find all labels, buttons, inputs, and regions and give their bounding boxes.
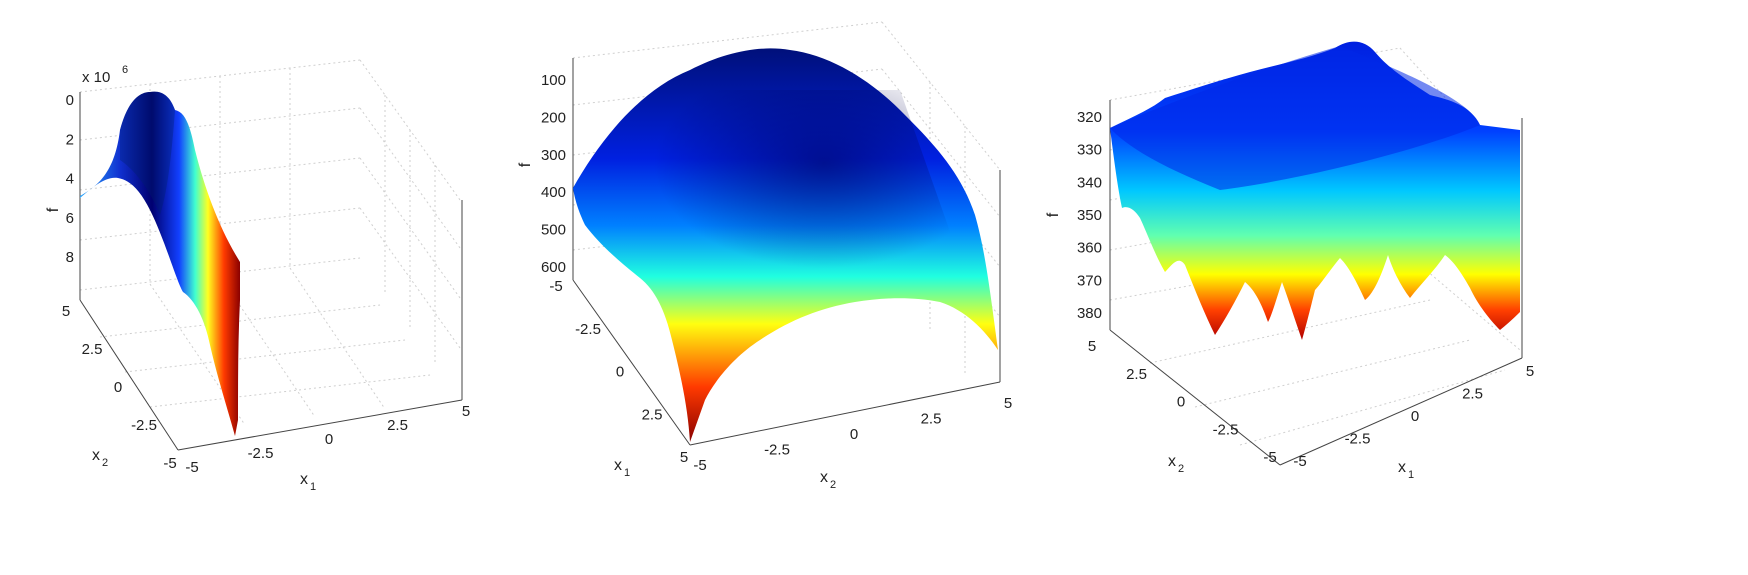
panel-1-z-tick-2: 4 [66,171,74,188]
panel-2-z-tick-3: 400 [541,184,566,201]
panel-2-x2-tick-2: 0 [850,426,858,443]
panel-3-z-tick-3: 350 [1077,207,1102,224]
panel-1-z-tick-0: 0 [66,92,74,109]
panel-2-z-label: f [517,162,534,167]
panel-3-x2-tick-1: 2.5 [1126,366,1147,383]
panel-3-z-label: f [1045,212,1062,217]
panel-3-z-tick-0: 320 [1077,109,1102,126]
panel-1-x2-label: x [92,447,100,464]
panel-3-x1-tick-1: -2.5 [1345,431,1371,448]
panel-1-surface [80,91,240,436]
panel-1-z-tick-4: 8 [66,249,74,266]
panel-1-x2-tick-4: -5 [163,455,176,472]
panel-1-z-exponent: 6 [122,64,128,76]
panel-3-z-tick-2: 340 [1077,174,1102,191]
panel-3-x1-tick-4: 5 [1526,363,1534,380]
panel-1-z-tick-3: 6 [66,210,74,227]
panel-2-x1-tick-3: 2.5 [642,406,663,423]
panel-2-x1-tick-0: -5 [549,278,562,295]
panel-2-x1-tick-2: 0 [616,364,624,381]
panel-2-z-tick-2: 300 [541,147,566,164]
panel-2-x2-tick-0: -5 [693,457,706,474]
panel-2-x1-tick-1: -2.5 [575,321,601,338]
panel-2-x2-label-sub: 2 [830,479,836,491]
panel-2-z-tick-5: 600 [541,259,566,276]
panel-2-x2-tick-4: 5 [1004,395,1012,412]
panel-1-x1-label-sub: 1 [310,481,316,493]
panel-3-surface-top [1110,46,1480,190]
panel-2-z-tick-0: 100 [541,72,566,89]
panel-1 [79,59,463,451]
panel-3-x1-tick-0: -5 [1293,453,1306,470]
panel-1-x2-tick-3: -2.5 [131,417,157,434]
panel-2-x2-tick-1: -2.5 [764,442,790,459]
panel-2-x1-tick-4: 5 [680,449,688,466]
panel-3-x2-tick-4: -5 [1263,449,1276,466]
panel-2-z-tick-4: 500 [541,222,566,239]
panel-2-x1-label-sub: 1 [624,467,630,479]
panel-2-x2-tick-3: 2.5 [921,411,942,428]
panel-3-x1-tick-3: 2.5 [1462,386,1483,403]
panel-2-x1-label: x [614,457,622,474]
panel-3-z-tick-1: 330 [1077,142,1102,159]
panel-3-x2-tick-3: -2.5 [1213,421,1239,438]
panel-2-z-tick-1: 200 [541,109,566,126]
panel-1-z-tick-1: 2 [66,131,74,148]
panel-3-z-tick-6: 380 [1077,305,1102,322]
panel-1-z-label: f [45,207,62,212]
panel-3-x1-tick-2: 0 [1411,408,1419,425]
panel-1-x2-tick-0: 5 [62,303,70,320]
panel-1-x2-tick-1: 2.5 [82,341,103,358]
panel-3-x1-label: x [1398,459,1406,476]
panel-3-x2-tick-0: 5 [1088,338,1096,355]
panel-3-x1-label-sub: 1 [1408,469,1414,481]
panel-2 [572,21,1001,446]
panel-3-x2-tick-2: 0 [1177,394,1185,411]
panel-1-x2-tick-2: 0 [114,379,122,396]
panel-2-x2-label: x [820,469,828,486]
panel-1-surface-shade [120,91,175,215]
panel-1-x1-tick-1: -2.5 [248,445,274,462]
panel-1-x1-label: x [300,471,308,488]
panel-3-x2-label: x [1168,453,1176,470]
panel-1-x2-label-sub: 2 [102,457,108,469]
panel-1-z-multiplier: x 10 [82,69,110,86]
panel-3-x2-label-sub: 2 [1178,463,1184,475]
panel-1-x1-tick-2: 0 [325,431,333,448]
panel-1-x1-tick-4: 5 [462,403,470,420]
panel-3-z-tick-4: 360 [1077,240,1102,257]
panel-3 [1109,41,1523,466]
panel-1-x1-tick-3: 2.5 [387,417,408,434]
panel-1-x1-tick-0: -5 [185,459,198,476]
panel-2-surface-depression [620,90,960,300]
panel-3-z-tick-5: 370 [1077,272,1102,289]
